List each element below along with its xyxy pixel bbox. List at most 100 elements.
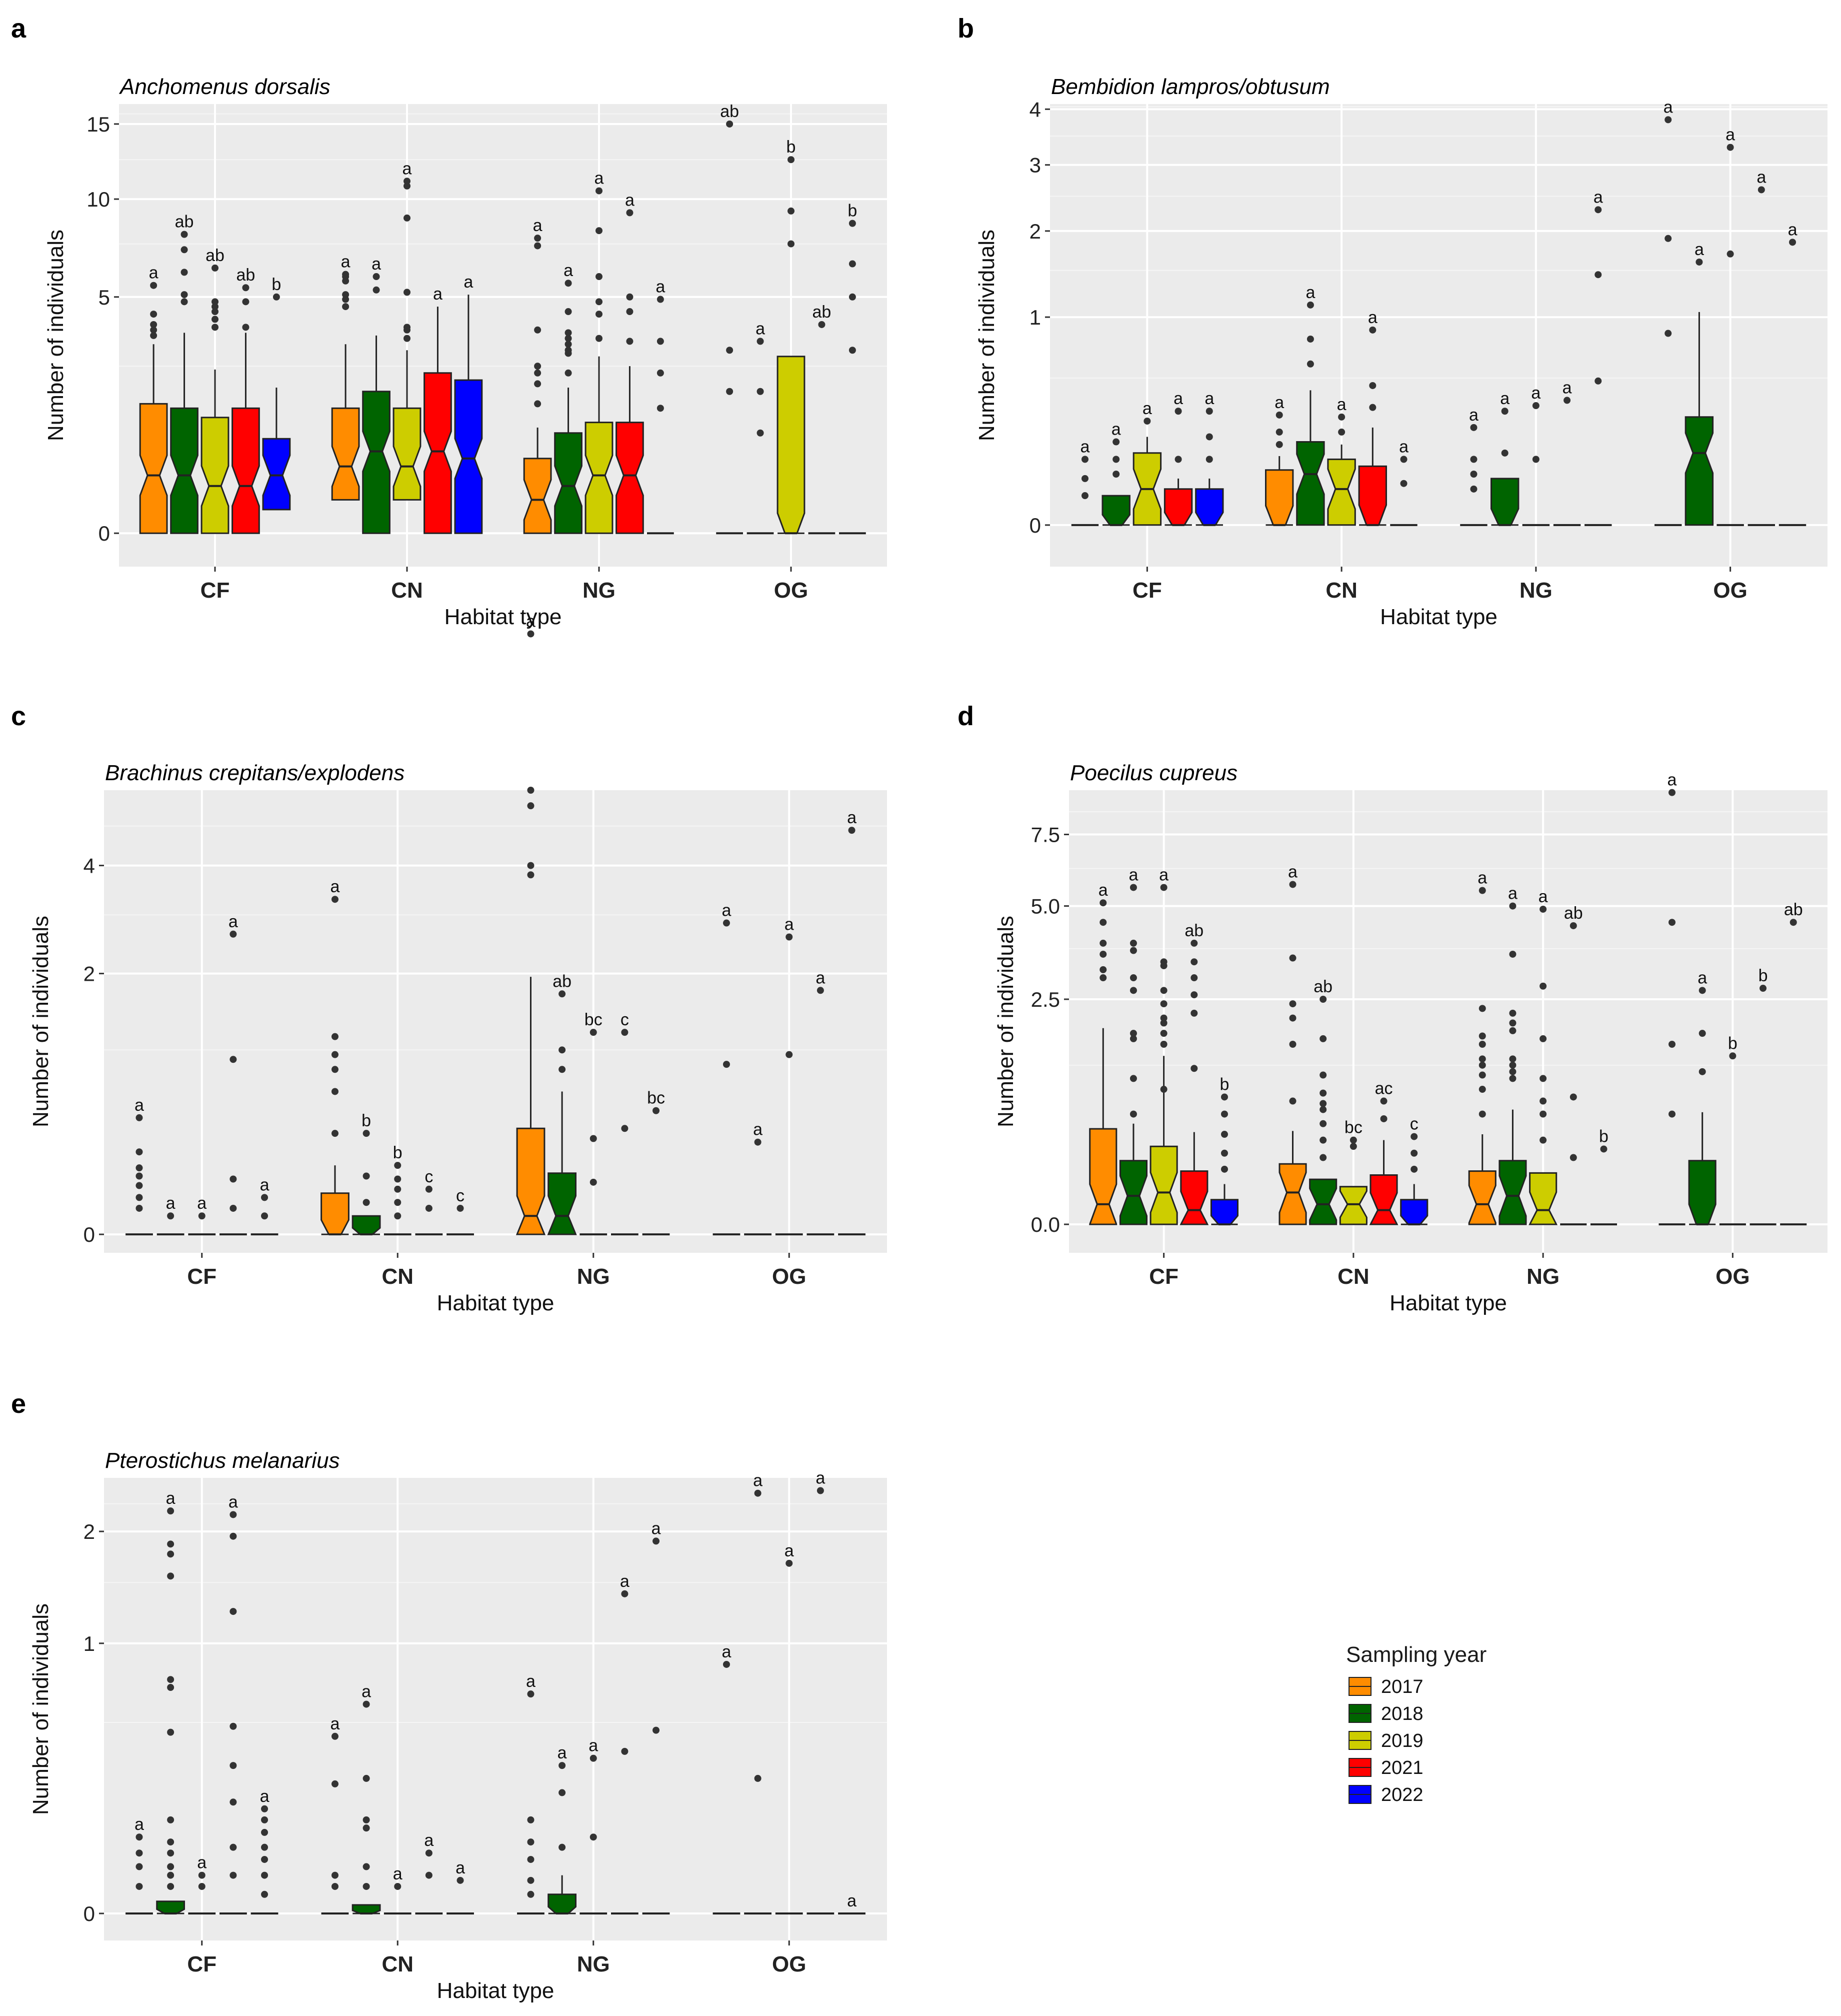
box-NG-2019: bc [580,1010,608,1236]
box-OG-2021: ab [808,303,836,535]
outlier-point [596,273,602,281]
outlier-point [596,227,602,235]
outlier-point [756,388,764,395]
outlier-point [230,1843,237,1851]
significance-letter: ab [720,102,739,121]
outlier-point [1100,919,1107,926]
legend-label: 2018 [1381,1703,1424,1724]
outlier-point [1470,485,1478,493]
outlier-point [404,335,410,342]
outlier-point [626,209,634,217]
outlier-point [261,1890,268,1898]
outlier-point [136,1204,143,1212]
outlier-point [230,1798,237,1806]
significance-letter: c [424,1167,433,1186]
outlier-point [1160,1086,1168,1093]
box-body [1528,1172,1558,1225]
outlier-point [534,235,542,242]
significance-letter: a [1478,869,1487,888]
box-OG-2022: a [838,1891,866,1914]
significance-letter: a [1726,126,1735,145]
outlier-point [534,380,542,388]
outlier-point [1320,1154,1327,1161]
outlier-point [590,1029,597,1036]
outlier-point [786,1051,793,1058]
outlier-point [1220,1131,1228,1138]
significance-letter: a [1508,884,1518,903]
outlier-point [212,303,218,311]
y-tick-label: 5.0 [1031,895,1060,918]
outlier-point [331,1033,338,1040]
significance-letter: a [1469,406,1478,425]
y-tick-label: 1 [1030,306,1041,329]
box-OG-2022: a [838,808,866,1236]
box-CF-2019: a [188,1853,216,1914]
outlier-point [1220,1149,1228,1157]
outlier-point [1410,1165,1418,1173]
outlier-point [167,1728,174,1736]
y-tick-label: 4 [1030,98,1041,121]
outlier-point [1081,456,1088,463]
significance-letter: a [847,1891,856,1910]
significance-letter: a [722,1642,732,1661]
box-body [584,422,614,534]
box-NG-2022: b [1590,1127,1618,1226]
significance-letter: c [620,1010,629,1029]
outlier-point [626,308,634,316]
significance-letter: a [1399,437,1408,456]
box-CF-2019: ab [200,246,230,534]
outlier-point [1570,1093,1577,1101]
outlier-point [261,1871,268,1879]
outlier-point [1100,966,1107,973]
box-OG-2017: a [1654,98,1682,526]
outlier-point [362,1816,370,1823]
panel-letter: d [958,701,974,731]
box-CF-2017: a [139,264,168,534]
significance-letter: a [588,1736,598,1755]
box-body [1265,469,1294,526]
significance-letter: a [1698,968,1707,987]
significance-letter: b [272,275,281,294]
box-CN-2019: b [384,1143,412,1236]
significance-letter: a [197,1194,206,1213]
box-NG-2021: a [616,191,644,534]
significance-letter: b [1758,966,1768,985]
box-OG-2018: a [744,1471,772,1914]
significance-letter: a [533,216,542,235]
outlier-point [261,1828,268,1836]
x-tick-label: NG [577,1264,610,1289]
significance-letter: a [1112,420,1121,439]
box-body [1327,458,1356,526]
outlier-point [1509,1068,1516,1075]
significance-letter: a [756,319,765,338]
outlier-point [1501,449,1508,457]
outlier-point [456,1204,464,1212]
outlier-point [1276,441,1283,448]
significance-letter: a [564,261,573,280]
x-tick-label: CF [1132,578,1162,603]
box-CF-2019: a [188,1194,216,1236]
outlier-point [362,1863,370,1870]
box-CF-2021: ab [1180,921,1209,1225]
outlier-point [394,1162,402,1169]
outlier-point [372,273,380,281]
outlier-point [1760,985,1767,992]
outlier-point [362,1199,370,1206]
panel-b: b Bembidion lampros/obtusum 0 1 2 3 4 CF CN NG OG H… [958,14,1828,629]
outlier-point [167,1849,174,1857]
box-body [1150,1145,1178,1225]
outlier-point [136,1194,143,1201]
box-OG-2021: a [806,1468,834,1914]
outlier-point [1540,1075,1547,1082]
x-axis-title: Habitat type [1390,1291,1507,1315]
box-CN-2017: a [1278,862,1307,1225]
significance-letter: ac [1375,1079,1393,1098]
outlier-point [167,1863,174,1870]
outlier-point [150,326,158,334]
outlier-point [1540,1035,1547,1042]
significance-letter: a [753,1471,762,1490]
outlier-point [230,930,237,938]
box-OG-2019: b [776,138,806,535]
y-tick-label: 2 [1030,220,1041,243]
box-CN-2019: a [384,1864,412,1914]
